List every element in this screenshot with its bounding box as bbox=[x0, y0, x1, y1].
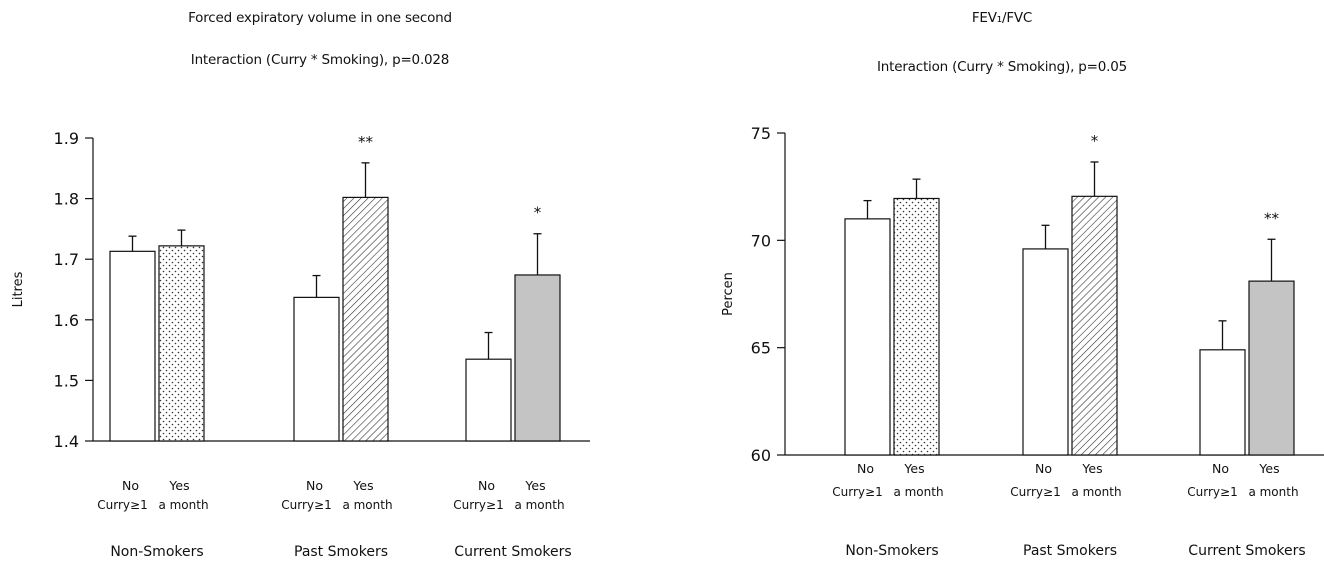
y-tick-label: 1.9 bbox=[54, 129, 79, 148]
bar-label-curry: Curry≥1 bbox=[1187, 485, 1237, 499]
chart-panel-fev1-fvc: FEV₁/FVC Interaction (Curry * Smoking), … bbox=[680, 0, 1324, 565]
bar-label-month: a month bbox=[1071, 485, 1121, 499]
y-tick-label: 1.7 bbox=[54, 250, 79, 269]
bar-chart-fev1: 1.4 1.5 1.6 1.7 1.8 1.9 Litres No Yes Curry≥1 a mo… bbox=[11, 129, 590, 560]
bar bbox=[1199, 349, 1246, 456]
bar-label-no: No bbox=[122, 478, 139, 493]
bar-label-yes: Yes bbox=[1081, 461, 1102, 476]
group-label: Past Smokers bbox=[1023, 543, 1117, 559]
group-label: Current Smokers bbox=[454, 544, 571, 560]
bar-label-curry: Curry≥1 bbox=[281, 498, 331, 512]
bar bbox=[844, 218, 891, 456]
y-tick-label: 70 bbox=[751, 231, 771, 250]
bar bbox=[1022, 248, 1069, 456]
group-label: Past Smokers bbox=[294, 544, 388, 560]
bar bbox=[342, 196, 389, 442]
y-tick-label: 1.4 bbox=[54, 432, 79, 451]
chart-title: Forced expiratory volume in one second bbox=[188, 10, 452, 26]
bar-label-no: No bbox=[306, 478, 323, 493]
group-label: Non-Smokers bbox=[845, 543, 938, 559]
bar bbox=[158, 245, 205, 442]
bar-label-curry: Curry≥1 bbox=[453, 498, 503, 512]
bar-label-yes: Yes bbox=[352, 478, 373, 493]
bar-label-curry: Curry≥1 bbox=[1010, 485, 1060, 499]
bar-label-yes: Yes bbox=[168, 478, 189, 493]
y-tick-label: 1.5 bbox=[54, 371, 79, 390]
y-tick-label: 75 bbox=[751, 124, 771, 143]
chart-subtitle: Interaction (Curry * Smoking), p=0.05 bbox=[876, 59, 1128, 75]
y-axis-label: Percen bbox=[721, 272, 736, 316]
bar-label-month: a month bbox=[893, 485, 943, 499]
group-label: Non-Smokers bbox=[110, 544, 203, 560]
bar-label-curry: Curry≥1 bbox=[97, 498, 147, 512]
bar bbox=[109, 250, 156, 442]
bar bbox=[893, 197, 940, 456]
bar-label-month: a month bbox=[514, 498, 564, 512]
y-tick-label: 65 bbox=[751, 339, 771, 358]
bar-chart-fev1-fvc: 60 65 70 75 Percen No Yes Curry≥1 a month Non-Smo… bbox=[721, 124, 1324, 559]
bar bbox=[1248, 280, 1295, 456]
bar-label-yes: Yes bbox=[903, 461, 924, 476]
bar-label-yes: Yes bbox=[524, 478, 545, 493]
y-tick-label: 60 bbox=[751, 446, 771, 465]
significance-marker: ** bbox=[358, 133, 374, 151]
chart-panel-fev1: Forced expiratory volume in one second I… bbox=[0, 0, 640, 565]
significance-marker: * bbox=[1091, 132, 1099, 150]
bar bbox=[465, 358, 512, 442]
y-tick-label: 1.6 bbox=[54, 311, 79, 330]
group-label: Current Smokers bbox=[1188, 543, 1305, 559]
bar bbox=[514, 274, 561, 442]
y-axis-label: Litres bbox=[11, 271, 26, 307]
y-tick-label: 1.8 bbox=[54, 190, 79, 209]
bar-label-month: a month bbox=[158, 498, 208, 512]
bar-label-no: No bbox=[1035, 461, 1052, 476]
bar-label-no: No bbox=[478, 478, 495, 493]
chart-title: FEV₁/FVC bbox=[971, 10, 1033, 26]
bar bbox=[293, 296, 340, 442]
bar-label-month: a month bbox=[342, 498, 392, 512]
bar-label-no: No bbox=[1212, 461, 1229, 476]
significance-marker: * bbox=[534, 204, 542, 222]
bar-label-yes: Yes bbox=[1258, 461, 1279, 476]
chart-subtitle: Interaction (Curry * Smoking), p=0.028 bbox=[190, 52, 450, 68]
bar-label-month: a month bbox=[1248, 485, 1298, 499]
bar bbox=[1071, 195, 1118, 456]
significance-marker: ** bbox=[1264, 209, 1280, 227]
bar-label-curry: Curry≥1 bbox=[832, 485, 882, 499]
bar-label-no: No bbox=[857, 461, 874, 476]
